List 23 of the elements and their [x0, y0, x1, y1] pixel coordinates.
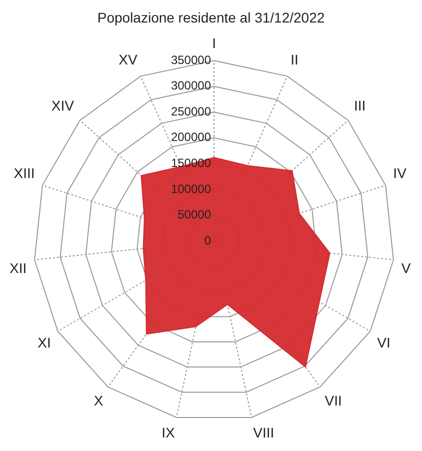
spoke-label: III [354, 97, 366, 114]
spoke-label: V [401, 260, 412, 276]
chart-title: Popolazione residente al 31/12/2022 [97, 9, 325, 26]
spoke-label: IX [162, 424, 176, 441]
y-tick-label: 350000 [170, 52, 212, 67]
y-tick-label: 50000 [178, 208, 212, 222]
y-tick-label: 0 [204, 233, 212, 248]
spoke-label: XV [118, 51, 138, 68]
spoke-label: II [290, 51, 298, 68]
spoke-label: VII [324, 392, 342, 409]
spoke-label: IV [393, 165, 408, 182]
y-tick-label: 250000 [170, 104, 212, 118]
y-tick-label: 300000 [170, 78, 212, 93]
spoke-label: X [94, 392, 104, 409]
spoke-label: XIV [51, 97, 75, 114]
spoke-label: XIII [14, 165, 35, 182]
y-tick-label: 100000 [170, 182, 212, 196]
y-tick-label: 200000 [170, 130, 212, 144]
spoke-label: I [212, 35, 216, 52]
spoke-label: VIII [253, 424, 274, 441]
spoke-label: XI [38, 334, 51, 350]
spoke-label: XII [10, 260, 27, 276]
spoke-label: VI [377, 334, 390, 350]
